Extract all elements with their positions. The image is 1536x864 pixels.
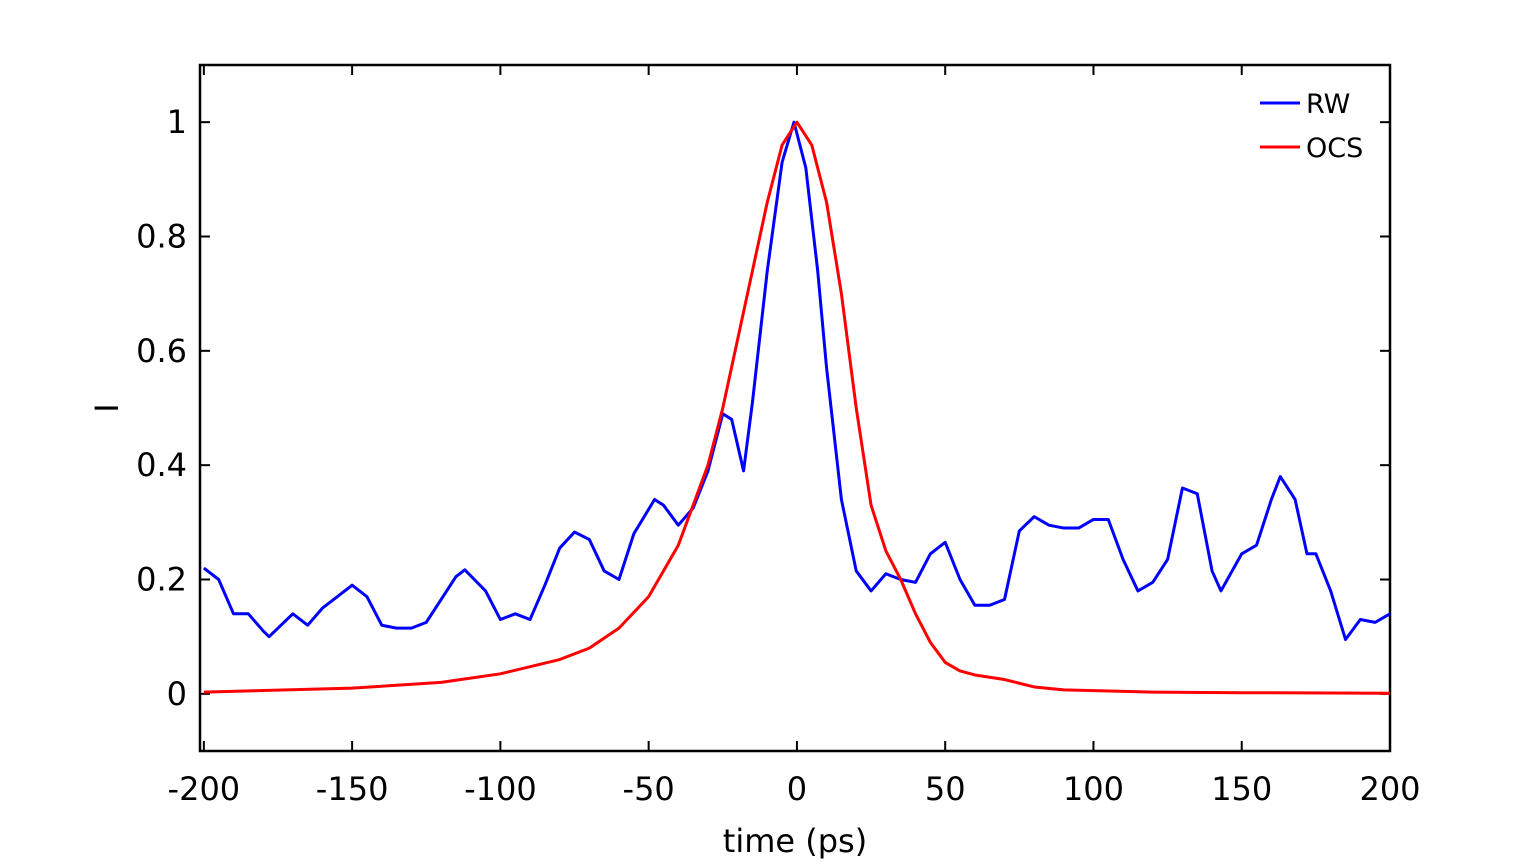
x-tick-label: 0 xyxy=(787,770,807,808)
legend-label: OCS xyxy=(1306,133,1363,164)
y-tick-label: 0.2 xyxy=(136,561,187,599)
x-tick-label: -50 xyxy=(623,770,675,808)
data-line xyxy=(202,120,1391,642)
y-tick-label: 0.8 xyxy=(136,218,187,256)
y-tick-label: 0.6 xyxy=(136,332,187,370)
x-tick-label: 100 xyxy=(1063,770,1124,808)
x-tick-label: -100 xyxy=(464,770,537,808)
y-tick-label: 0.4 xyxy=(136,446,187,484)
x-tick-label: 50 xyxy=(925,770,966,808)
y-axis-label: I xyxy=(88,403,126,412)
y-tick-label: 1 xyxy=(167,103,187,141)
x-tick-label: -150 xyxy=(316,770,389,808)
x-tick-label: 200 xyxy=(1359,770,1420,808)
x-tick-label: 150 xyxy=(1211,770,1272,808)
x-axis-label: time (ps) xyxy=(723,822,867,860)
y-tick-label: 0 xyxy=(167,675,187,713)
legend-label: RW xyxy=(1306,89,1350,120)
x-tick-label: -200 xyxy=(168,770,241,808)
plot-frame xyxy=(198,63,1392,753)
data-line xyxy=(203,120,1391,695)
